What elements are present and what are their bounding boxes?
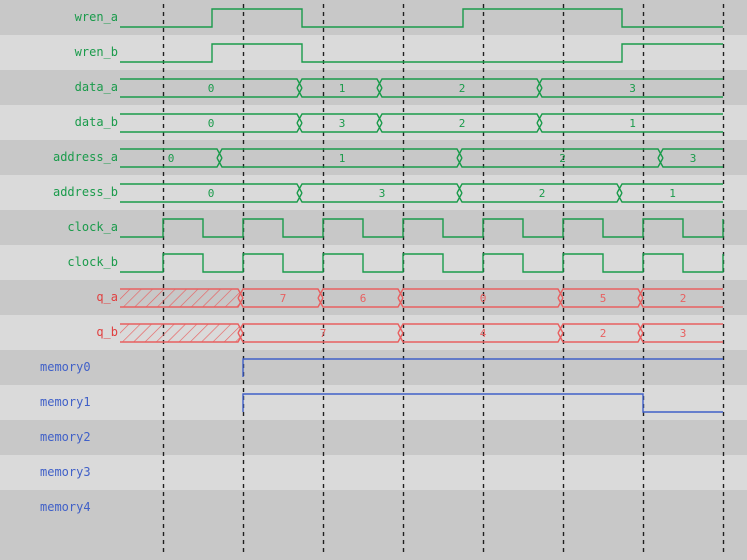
signal-label-data_a[interactable]: data_a (74, 79, 118, 94)
bus-value: 2 (459, 117, 466, 130)
wave-address_a[interactable]: 0 1 2 3 (120, 148, 723, 168)
signal-label-address_b[interactable]: address_b (52, 184, 118, 199)
bus-value: 2 (600, 327, 607, 340)
bus-value: 4 (480, 327, 487, 340)
bus-edge-top (120, 183, 303, 194)
waveform-row (0, 455, 747, 490)
bus-value: 1 (339, 152, 346, 165)
bus-edge-top (120, 78, 303, 89)
bus-edge-bottom (120, 87, 303, 98)
waveform-row (0, 210, 747, 245)
signal-label-wren_b[interactable]: wren_b (74, 44, 118, 59)
waveform-row (0, 105, 747, 140)
bus-unknown-hatch (120, 289, 243, 307)
bus-edge-bottom (120, 192, 303, 203)
bus-value: 0 (168, 152, 175, 165)
bus-value: 5 (600, 292, 607, 305)
waveform-row (0, 140, 747, 175)
bus-value: 2 (459, 82, 466, 95)
bus-value: 3 (690, 152, 697, 165)
signal-label-clock_a[interactable]: clock_a (67, 219, 118, 234)
bus-value: 7 (320, 327, 327, 340)
wave-data_a[interactable]: 0 1 2 3 (120, 78, 723, 98)
wave-memory0[interactable] (242, 358, 723, 377)
signal-trace (120, 8, 723, 28)
waveform-row (0, 420, 747, 455)
bus-edge-bottom (536, 87, 723, 98)
bus-edge-top (637, 288, 723, 299)
bus-value: 0 (208, 82, 215, 95)
bus-edge-bottom (536, 122, 723, 133)
bus-value: 3 (379, 187, 386, 200)
signal-label-address_a[interactable]: address_a (52, 149, 118, 164)
bus-value: 0 (208, 117, 215, 130)
wave-address_b[interactable]: 0 3 2 1 (120, 183, 723, 203)
signal-label-memory0[interactable]: memory0 (40, 359, 91, 374)
bus-edge-bottom (616, 192, 723, 203)
bus-value: 2 (680, 292, 687, 305)
bus-edge-bottom (637, 297, 723, 308)
bus-value: 3 (680, 327, 687, 340)
bus-outline (120, 288, 244, 308)
bus-value: 0 (208, 187, 215, 200)
wave-data_b[interactable]: 0 3 2 1 (120, 113, 723, 133)
wave-q_b[interactable]: 7 4 2 3 (120, 323, 723, 343)
signal-label-q_a[interactable]: q_a (96, 289, 118, 304)
bus-value: 1 (669, 187, 676, 200)
bus-edge-bottom (120, 157, 223, 168)
clock-trace (120, 253, 724, 273)
wave-q_a[interactable]: 7 6 0 5 2 (120, 288, 723, 308)
bus-value: 1 (339, 82, 346, 95)
bus-edge-top (536, 78, 723, 89)
bus-value: 2 (559, 152, 566, 165)
bus-value: 3 (339, 117, 346, 130)
bus-outline (120, 323, 244, 343)
signal-label-wren_a[interactable]: wren_a (74, 9, 118, 24)
waveform-row (0, 385, 747, 420)
wave-wren_a[interactable] (120, 8, 723, 28)
wave-memory1[interactable] (242, 393, 723, 413)
wave-clock_a[interactable] (120, 218, 724, 238)
bus-edge-top (536, 113, 723, 124)
bus-value: 2 (539, 187, 546, 200)
bus-value: 7 (280, 292, 287, 305)
waveform-row (0, 350, 747, 385)
waveform-row (0, 70, 747, 105)
bus-edge-top (637, 323, 723, 334)
bus-value: 1 (629, 117, 636, 130)
bus-value: 6 (360, 292, 367, 305)
signal-label-memory4[interactable]: memory4 (40, 499, 91, 514)
bus-edge-bottom (657, 157, 723, 168)
bus-edge-top (120, 113, 303, 124)
bus-value: 3 (629, 82, 636, 95)
signal-trace (120, 43, 723, 63)
bus-value: 0 (480, 292, 487, 305)
waveform-row (0, 245, 747, 280)
wave-wren_b[interactable] (120, 43, 723, 63)
signal-label-memory3[interactable]: memory3 (40, 464, 91, 479)
wave-clock_b[interactable] (120, 253, 724, 273)
memory-trace (242, 358, 723, 377)
bus-edge-top (616, 183, 723, 194)
bus-edge-top (120, 148, 223, 159)
bus-edge-top (657, 148, 723, 159)
bus-unknown-hatch (120, 324, 243, 342)
clock-trace (120, 218, 724, 238)
memory-trace (242, 393, 723, 413)
signal-label-data_b[interactable]: data_b (74, 114, 118, 129)
bus-edge-bottom (120, 122, 303, 133)
waveform-row (0, 490, 747, 525)
signal-label-memory2[interactable]: memory2 (40, 429, 91, 444)
signal-label-q_b[interactable]: q_b (96, 324, 118, 339)
signal-label-memory1[interactable]: memory1 (40, 394, 91, 409)
signal-label-clock_b[interactable]: clock_b (67, 254, 118, 269)
bus-edge-bottom (637, 332, 723, 343)
